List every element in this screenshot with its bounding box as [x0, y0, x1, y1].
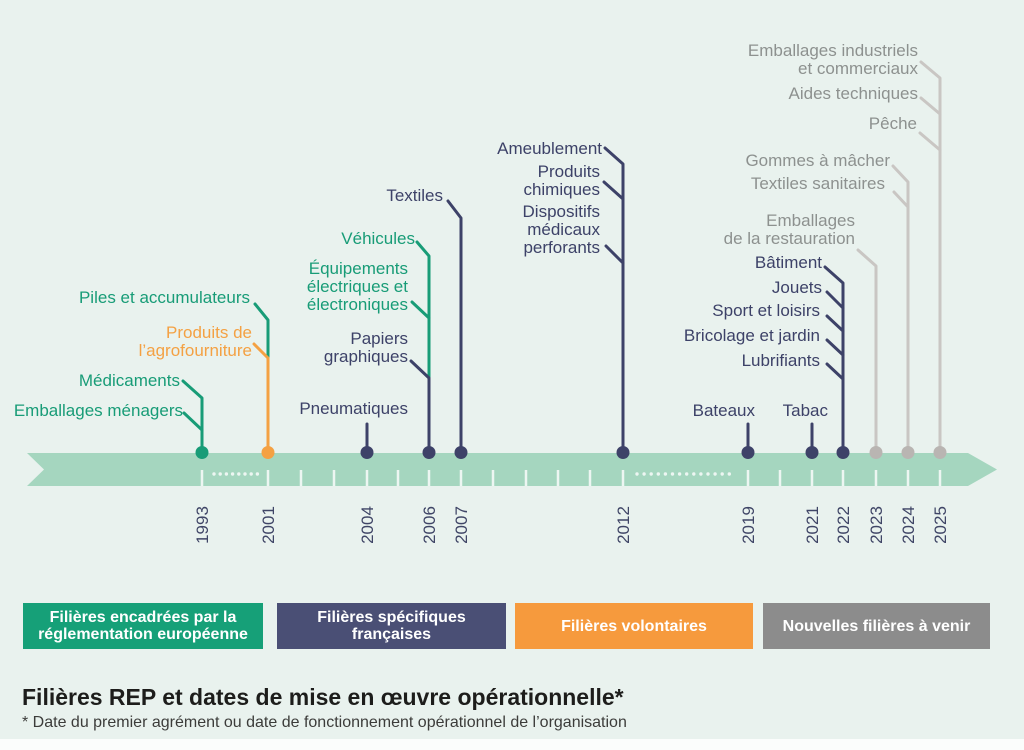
milestone-label-emballages-industriels: Emballages industriels et commerciaux	[747, 41, 918, 78]
connector-2025	[918, 60, 947, 459]
year-label-1993: 1993	[193, 506, 212, 544]
milestone-label-gommes-a-macher: Gommes à mâcher	[745, 151, 890, 170]
connector-2004	[360, 422, 374, 459]
connector-2001	[252, 302, 275, 459]
legend-upcoming: Nouvelles filières à venir	[763, 603, 990, 649]
year-label-2024: 2024	[899, 506, 918, 544]
connector-2021	[805, 422, 819, 459]
timeline-ticks	[200, 470, 942, 486]
timeline-figure	[27, 60, 997, 486]
milestone-label-bateaux: Bateaux	[692, 401, 755, 420]
milestone-label-ameublement: Ameublement	[497, 139, 602, 158]
year-label-2012: 2012	[614, 506, 633, 544]
connector-2024	[891, 164, 915, 459]
milestone-label-pneumatiques: Pneumatiques	[299, 399, 408, 418]
milestone-label-tabac: Tabac	[782, 401, 828, 420]
legend-european-regulation: Filières encadrées par la réglementation…	[23, 603, 263, 649]
milestone-label-aides-techniques: Aides techniques	[788, 84, 918, 103]
connector-1993	[181, 379, 209, 459]
year-label-2019: 2019	[739, 506, 758, 544]
milestone-label-medicaments: Médicaments	[78, 371, 180, 390]
milestone-label-emballages-menagers: Emballages ménagers	[13, 401, 183, 420]
milestone-label-produits-agrofourniture: Produits de l’agrofourniture	[138, 323, 252, 360]
timeline-band	[27, 453, 997, 486]
milestone-label-lubrifiants: Lubrifiants	[741, 351, 820, 370]
milestone-label-equipements-electriques: Équipements électriques et électroniques	[306, 259, 408, 314]
connector-2012	[602, 146, 630, 459]
legend-french-specific: Filières spécifiques françaises	[277, 603, 506, 649]
year-label-2021: 2021	[803, 506, 822, 544]
milestone-label-piles-et-accumulateurs: Piles et accumulateurs	[78, 288, 250, 307]
chart-title: Filières REP et dates de mise en œuvre o…	[22, 684, 624, 710]
connector-2007	[446, 199, 468, 459]
year-label-2004: 2004	[358, 506, 377, 544]
milestone-label-jouets: Jouets	[771, 278, 822, 297]
milestone-label-produits-chimiques: Produits chimiques	[523, 162, 600, 199]
connector-2019	[741, 422, 755, 459]
year-label-2022: 2022	[834, 506, 853, 544]
milestone-label-papiers-graphiques: Papiers graphiques	[323, 329, 408, 366]
milestone-label-dispositifs-medicaux: Dispositifs médicaux perforants	[522, 202, 600, 257]
milestone-label-sport-et-loisirs: Sport et loisirs	[712, 301, 820, 320]
milestone-label-textiles: Textiles	[386, 186, 443, 205]
milestone-label-textiles-sanitaires: Textiles sanitaires	[750, 174, 885, 193]
milestone-label-vehicules: Véhicules	[341, 229, 415, 248]
milestone-label-bricolage-et-jardin: Bricolage et jardin	[683, 326, 820, 345]
year-label-2006: 2006	[420, 506, 439, 544]
footer-strip	[0, 739, 1024, 750]
legend-voluntary: Filières volontaires	[515, 603, 753, 649]
year-label-2023: 2023	[867, 506, 886, 544]
milestone-label-emballages-restauration: Emballages de la restauration	[723, 211, 855, 248]
year-label-2001: 2001	[259, 506, 278, 544]
milestone-label-batiment: Bâtiment	[754, 253, 822, 272]
connector-2022	[823, 265, 850, 459]
connector-2023	[856, 248, 883, 459]
connector-2006	[409, 240, 436, 459]
year-label-2007: 2007	[452, 506, 471, 544]
milestone-label-peche: Pêche	[868, 114, 917, 133]
year-label-2025: 2025	[931, 506, 950, 544]
chart-footnote: * Date du premier agrément ou date de fo…	[22, 714, 627, 731]
